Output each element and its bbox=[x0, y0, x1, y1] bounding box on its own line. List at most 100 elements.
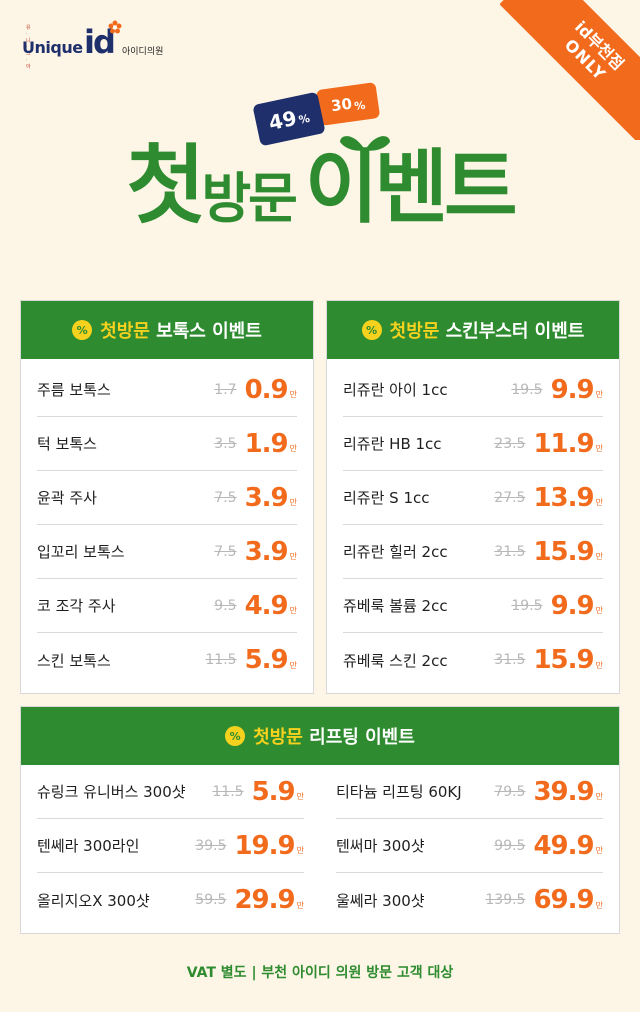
event-price: 5.9 bbox=[244, 645, 289, 675]
treatment-name: 울쎄라 300샷 bbox=[336, 891, 425, 910]
percent-icon: % bbox=[72, 320, 93, 340]
price-row: 리쥬란 HB 1cc 23.5 11.9 만 bbox=[343, 417, 603, 471]
skinbooster-title-highlight: 첫방문 bbox=[389, 321, 440, 342]
price-row: 턱 보톡스 3.5 1.9 만 bbox=[37, 417, 297, 471]
price-row: 텐써마 300샷 99.5 49.9 만 bbox=[336, 819, 603, 873]
ticket-30-pct: % bbox=[353, 98, 367, 113]
price-unit: 만 bbox=[289, 661, 297, 670]
botox-event-panel: % 첫방문 보톡스 이벤트 주름 보톡스 1.7 0.9 만 턱 보톡스 3.5 1.9 만 윤… bbox=[20, 300, 314, 694]
event-price: 13.9 bbox=[533, 482, 594, 513]
original-price: 31.5 bbox=[494, 543, 526, 560]
treatment-name: 텐써마 300샷 bbox=[336, 837, 425, 855]
price-row: 텐쎄라 300라인 39.5 19.9 만 bbox=[37, 819, 304, 873]
price-unit: 만 bbox=[289, 390, 297, 399]
event-price: 15.9 bbox=[533, 536, 594, 567]
price-unit: 만 bbox=[595, 606, 603, 615]
skinbooster-title: 스킨부스터 이벤트 bbox=[445, 321, 585, 342]
price-row: 코 조각 주사 9.5 4.9 만 bbox=[37, 579, 297, 633]
treatment-name: 입꼬리 보톡스 bbox=[37, 543, 125, 561]
lifting-columns: 슈링크 유니버스 300샷 11.5 5.9 만 텐쎄라 300라인 39.5 19.9 만 올… bbox=[21, 765, 619, 927]
price-unit: 만 bbox=[595, 390, 603, 399]
event-price: 9.9 bbox=[550, 590, 595, 621]
original-price: 27.5 bbox=[494, 489, 526, 506]
price-row: 주름 보톡스 1.7 0.9 만 bbox=[37, 363, 297, 417]
headline-visit: 방문 bbox=[201, 167, 297, 230]
price-row: 입꼬리 보톡스 7.5 3.9 만 bbox=[37, 525, 297, 579]
price-unit: 만 bbox=[595, 552, 603, 561]
price-unit: 만 bbox=[595, 498, 603, 507]
treatment-name: 올리지오X 300샷 bbox=[37, 891, 150, 910]
treatment-name: 리쥬란 아이 1cc bbox=[343, 381, 448, 399]
price-unit: 만 bbox=[595, 661, 603, 670]
discount-ticket-30: 30% bbox=[315, 81, 381, 127]
original-price: 23.5 bbox=[494, 435, 526, 452]
corner-ribbon: id부천점 ONLY bbox=[500, 0, 640, 140]
price-row: 윤곽 주사 7.5 3.9 만 bbox=[37, 471, 297, 525]
lifting-title-highlight: 첫방문 bbox=[253, 727, 303, 748]
botox-title: 보톡스 이벤트 bbox=[156, 321, 262, 342]
event-headline: 첫방문 이벤트 bbox=[0, 138, 640, 234]
price-row: 리쥬란 힐러 2cc 31.5 15.9 만 bbox=[343, 525, 603, 579]
treatment-name: 티타늄 리프팅 60KJ bbox=[336, 783, 462, 801]
lifting-panel-header: % 첫방문 리프팅 이벤트 bbox=[21, 707, 619, 765]
price-unit: 만 bbox=[289, 498, 297, 507]
headline-event: 이벤트 bbox=[304, 141, 518, 234]
original-price: 1.7 bbox=[214, 381, 237, 398]
price-row: 쥬베룩 스킨 2cc 31.5 15.9 만 bbox=[343, 633, 603, 687]
price-unit: 만 bbox=[289, 606, 297, 615]
treatment-name: 주름 보톡스 bbox=[37, 381, 111, 399]
price-row: 쥬베룩 볼륨 2cc 19.5 9.9 만 bbox=[343, 579, 603, 633]
treatment-name: 리쥬란 HB 1cc bbox=[343, 435, 442, 453]
treatment-name: 쥬베룩 스킨 2cc bbox=[343, 651, 448, 670]
original-price: 11.5 bbox=[205, 652, 237, 668]
original-price: 19.5 bbox=[511, 597, 543, 614]
original-price: 139.5 bbox=[485, 892, 526, 908]
price-unit: 만 bbox=[595, 846, 603, 855]
price-row: 티타늄 리프팅 60KJ 79.5 39.9 만 bbox=[336, 765, 603, 819]
event-price: 11.9 bbox=[533, 428, 594, 459]
original-price: 79.5 bbox=[494, 783, 526, 800]
lifting-price-list-right: 티타늄 리프팅 60KJ 79.5 39.9 만 텐써마 300샷 99.5 49.9 만 울쎄… bbox=[320, 765, 619, 927]
price-unit: 만 bbox=[595, 901, 603, 910]
event-price: 3.9 bbox=[244, 536, 289, 567]
event-price: 19.9 bbox=[234, 830, 295, 861]
skinbooster-event-panel: % 첫방문 스킨부스터 이벤트 리쥬란 아이 1cc 19.5 9.9 만 리쥬란 HB… bbox=[326, 300, 620, 694]
price-row: 슈링크 유니버스 300샷 11.5 5.9 만 bbox=[37, 765, 304, 819]
treatment-name: 텐쎄라 300라인 bbox=[37, 837, 140, 855]
event-price: 3.9 bbox=[244, 482, 289, 513]
event-price: 0.9 bbox=[244, 374, 289, 405]
treatment-name: 쥬베룩 볼륨 2cc bbox=[343, 597, 448, 615]
botox-title-highlight: 첫방문 bbox=[100, 321, 150, 342]
price-row: 리쥬란 S 1cc 27.5 13.9 만 bbox=[343, 471, 603, 525]
ticket-30-value: 30 bbox=[329, 94, 354, 116]
logo-tagline: 유·니·크·아 bbox=[26, 25, 35, 70]
price-row: 올리지오X 300샷 59.5 29.9 만 bbox=[37, 873, 304, 927]
price-unit: 만 bbox=[595, 444, 603, 453]
event-price: 69.9 bbox=[533, 885, 594, 915]
price-row: 스킨 보톡스 11.5 5.9 만 bbox=[37, 633, 297, 687]
original-price: 3.5 bbox=[214, 435, 237, 452]
treatment-name: 리쥬란 S 1cc bbox=[343, 489, 430, 507]
original-price: 39.5 bbox=[195, 837, 227, 854]
lifting-title: 리프팅 이벤트 bbox=[309, 727, 415, 748]
ticket-49-value: 49 bbox=[266, 105, 299, 135]
price-unit: 만 bbox=[289, 444, 297, 453]
lifting-event-panel: % 첫방문 리프팅 이벤트 슈링크 유니버스 300샷 11.5 5.9 만 텐쎄라 3… bbox=[20, 706, 620, 934]
headline-first: 첫 bbox=[126, 136, 205, 236]
treatment-name: 슈링크 유니버스 300샷 bbox=[37, 783, 186, 801]
lifting-price-list-left: 슈링크 유니버스 300샷 11.5 5.9 만 텐쎄라 300라인 39.5 19.9 만 올… bbox=[21, 765, 320, 927]
price-unit: 만 bbox=[296, 846, 304, 855]
price-unit: 만 bbox=[296, 901, 304, 910]
event-price: 49.9 bbox=[533, 830, 594, 861]
percent-icon: % bbox=[361, 320, 382, 340]
skinbooster-price-list: 리쥬란 아이 1cc 19.5 9.9 만 리쥬란 HB 1cc 23.5 11.9 만 리쥬란… bbox=[327, 359, 619, 687]
event-price: 39.9 bbox=[533, 776, 594, 807]
event-price: 1.9 bbox=[244, 428, 289, 459]
logo-unique-text: Unique bbox=[22, 38, 83, 57]
price-unit: 만 bbox=[289, 552, 297, 561]
price-unit: 만 bbox=[296, 792, 304, 801]
skinbooster-panel-header: % 첫방문 스킨부스터 이벤트 bbox=[327, 301, 619, 359]
flower-icon bbox=[108, 20, 122, 34]
original-price: 7.5 bbox=[214, 543, 237, 560]
treatment-name: 스킨 보톡스 bbox=[37, 651, 111, 670]
